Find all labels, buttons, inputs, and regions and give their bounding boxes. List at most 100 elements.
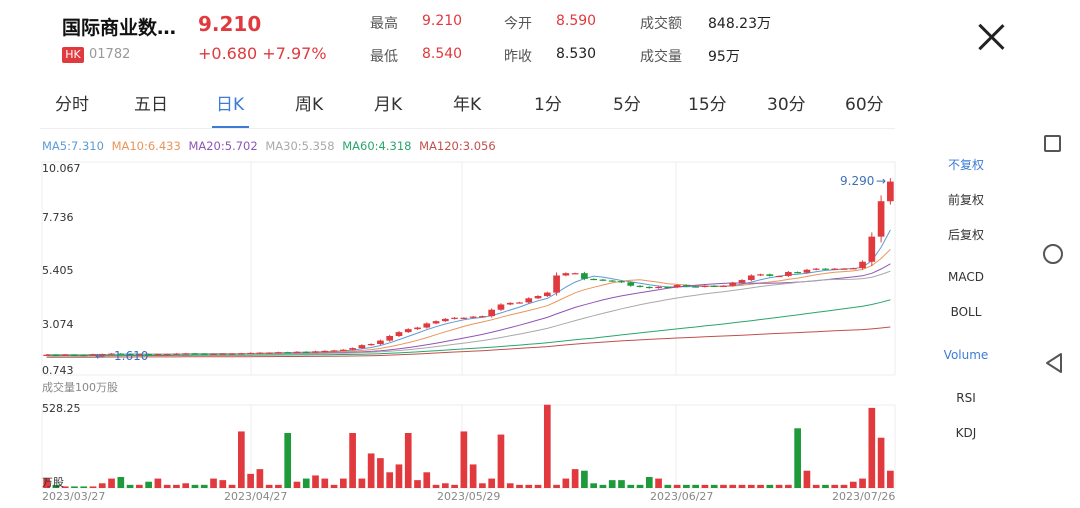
volume-bar: [636, 484, 644, 488]
volume-bar: [543, 404, 551, 488]
candlesticks: [43, 178, 894, 357]
candle-body: [108, 353, 115, 355]
price-axis-label: 0.743: [42, 364, 74, 377]
candle-body: [247, 352, 254, 355]
tab-60min[interactable]: 60分: [845, 95, 884, 115]
tab-15min[interactable]: 15分: [688, 95, 727, 115]
indicator-kdj[interactable]: KDJ: [955, 426, 977, 440]
candle-body: [645, 286, 653, 289]
adjust-backward-option[interactable]: 后复权: [947, 228, 984, 242]
volume-bar: [738, 484, 746, 488]
volume-bar: [683, 484, 690, 488]
volume-bar: [414, 480, 421, 488]
candle-body: [330, 350, 338, 352]
volume-bar: [831, 484, 839, 488]
date-label: 2023/03/27: [42, 490, 105, 503]
volume-bar: [516, 484, 523, 488]
volume-bar: [599, 484, 607, 488]
volume-bar: [766, 484, 774, 488]
ma-line: [46, 299, 891, 357]
candle-body: [683, 285, 690, 287]
volume-bar: [673, 484, 681, 488]
volume-bar: [154, 478, 162, 488]
candle-body: [571, 273, 579, 275]
stat-open-label: 今开: [504, 16, 532, 32]
adjust-forward-option[interactable]: 前复权: [947, 193, 984, 207]
tab-5min[interactable]: 5分: [613, 95, 641, 115]
stat-open-value: 8.590: [556, 13, 597, 29]
volume-bar: [247, 473, 254, 488]
candle-body: [312, 351, 319, 353]
volume-bar: [451, 484, 458, 488]
tab-monthly-k[interactable]: 月K: [374, 95, 403, 115]
ma-line: [46, 229, 891, 356]
volume-bar: [488, 478, 496, 488]
candle-body: [562, 273, 570, 276]
volume-bar: [395, 464, 403, 488]
candle-body: [803, 269, 811, 273]
volume-unit-label: 万股: [42, 476, 64, 489]
adjust-none-option[interactable]: 不复权: [947, 158, 984, 172]
candle-body: [581, 273, 588, 279]
volume-bar: [581, 470, 588, 488]
volume-bar: [525, 484, 533, 488]
volume-bar: [117, 477, 125, 488]
indicator-boll[interactable]: BOLL: [950, 305, 982, 319]
tab-yearly-k[interactable]: 年K: [453, 95, 482, 115]
candle-body: [599, 279, 607, 281]
tab-divider: [40, 128, 895, 129]
volume-bar: [349, 433, 356, 488]
volume-bar: [89, 486, 97, 488]
recent-apps-icon[interactable]: [1044, 135, 1061, 152]
ma30-label: MA30:5.358: [265, 139, 335, 153]
candle-body: [525, 298, 533, 303]
last-price: 9.210: [198, 12, 262, 36]
candle-body: [757, 274, 764, 276]
tab-intraday[interactable]: 分时: [55, 95, 89, 115]
volume-bar: [785, 484, 792, 488]
volume-max-label: 528.25: [42, 402, 81, 415]
volume-bar: [219, 480, 227, 488]
candle-body: [655, 286, 662, 289]
volume-bar: [506, 483, 514, 488]
candle-body: [469, 316, 477, 318]
candle-body: [812, 268, 820, 270]
candle-body: [367, 344, 375, 346]
candle-body: [608, 280, 616, 282]
tab-1min[interactable]: 1分: [534, 95, 562, 115]
candle-body: [98, 354, 106, 356]
volume-bar: [692, 484, 699, 488]
volume-bar: [61, 486, 69, 488]
stat-prevclose-value: 8.530: [556, 46, 597, 62]
volume-bar: [377, 458, 384, 488]
indicator-macd[interactable]: MACD: [948, 270, 984, 284]
candle-body: [840, 268, 848, 270]
home-icon[interactable]: [1043, 244, 1063, 264]
candle-body: [293, 351, 301, 353]
volume-bar: [794, 428, 801, 488]
volume-bar: [497, 434, 505, 488]
tab-30min[interactable]: 30分: [767, 95, 806, 115]
ma60-label: MA60:4.318: [342, 139, 412, 153]
volume-bar: [441, 483, 449, 488]
candle-body: [265, 352, 273, 354]
volume-bar: [590, 483, 598, 488]
price-axis-label: 7.736: [42, 211, 74, 224]
indicator-volume[interactable]: Volume: [943, 348, 989, 362]
candle-body: [618, 281, 625, 283]
candle-body: [664, 286, 672, 289]
volume-bar: [627, 484, 635, 488]
tab-weekly-k[interactable]: 周K: [295, 95, 324, 115]
candle-body: [395, 332, 403, 337]
candle-body: [377, 340, 384, 345]
ma-legend: MA5:7.310 MA10:6.433 MA20:5.702 MA30:5.3…: [42, 139, 500, 153]
stat-volume-label: 成交量: [640, 49, 682, 65]
candle-body: [43, 354, 50, 356]
ma10-label: MA10:6.433: [111, 139, 181, 153]
volume-bar: [460, 431, 468, 488]
indicator-rsi[interactable]: RSI: [956, 391, 976, 405]
tab-daily-k[interactable]: 日K: [216, 95, 245, 115]
tab-5day[interactable]: 五日: [134, 95, 168, 115]
back-icon[interactable]: [1044, 352, 1064, 374]
